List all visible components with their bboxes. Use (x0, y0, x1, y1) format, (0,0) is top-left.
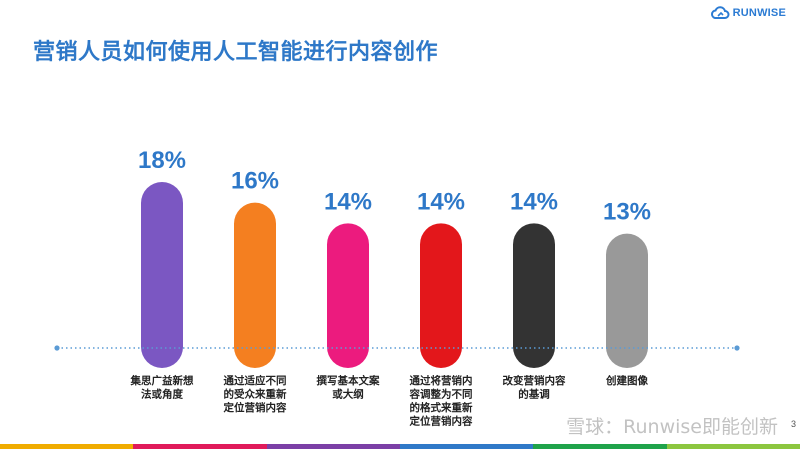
data-label: 13% (603, 199, 651, 226)
bar (234, 202, 276, 368)
category-label: 创建图像 (605, 374, 648, 387)
category-label-line: 的受众来重新 (224, 388, 287, 401)
band-segment (0, 444, 134, 449)
baseline-end-dot (54, 345, 60, 351)
category-label-line: 通过适应不同 (224, 374, 287, 387)
runwise-logo: RUNWISE (710, 6, 786, 20)
band-segment (666, 444, 800, 449)
category-label-line: 创建图像 (605, 374, 648, 387)
category-label-line: 集思广益新想 (130, 374, 194, 387)
data-label: 18% (138, 147, 186, 174)
category-label-line: 撰写基本文案 (317, 374, 380, 387)
category-label: 改变营销内容的基调 (503, 374, 566, 401)
band-segment (133, 444, 267, 449)
category-label-line: 定位营销内容 (223, 401, 287, 414)
category-label: 撰写基本文案或大纲 (317, 374, 380, 401)
page-title: 营销人员如何使用人工智能进行内容创作 (33, 40, 439, 65)
category-label: 集思广益新想法或角度 (130, 374, 194, 401)
category-label-line: 容调整为不同 (409, 388, 473, 401)
category-label-line: 或大纲 (332, 388, 364, 401)
bar (327, 223, 369, 368)
category-label-line: 通过将营销内 (410, 374, 473, 387)
band-segment (533, 444, 667, 449)
band-segment (266, 444, 400, 449)
cloud-logo-icon (710, 6, 730, 19)
data-label: 16% (231, 168, 279, 195)
category-label-line: 的基调 (518, 388, 550, 401)
category-label: 通过将营销内容调整为不同的格式来重新定位营销内容 (409, 374, 473, 428)
watermark-text: 雪球：Runwise即能创新 (566, 416, 778, 438)
data-label: 14% (417, 188, 465, 215)
baseline-end-dot (734, 345, 740, 351)
bar (513, 223, 555, 368)
data-label: 14% (324, 188, 372, 215)
bar (141, 182, 183, 368)
category-label-line: 的格式来重新 (410, 401, 473, 414)
band-segment (399, 444, 534, 449)
page-number: 3 (790, 419, 796, 429)
logo-text: RUNWISE (732, 7, 786, 19)
category-label-line: 定位营销内容 (409, 415, 473, 428)
bar (606, 233, 648, 368)
bar (420, 223, 462, 368)
category-label: 通过适应不同的受众来重新定位营销内容 (223, 374, 287, 414)
color-band (0, 444, 800, 449)
data-label: 14% (510, 188, 558, 215)
category-label-line: 法或角度 (141, 388, 183, 401)
watermark: 雪球：Runwise即能创新 (566, 412, 778, 439)
category-label-line: 改变营销内容 (503, 374, 566, 387)
